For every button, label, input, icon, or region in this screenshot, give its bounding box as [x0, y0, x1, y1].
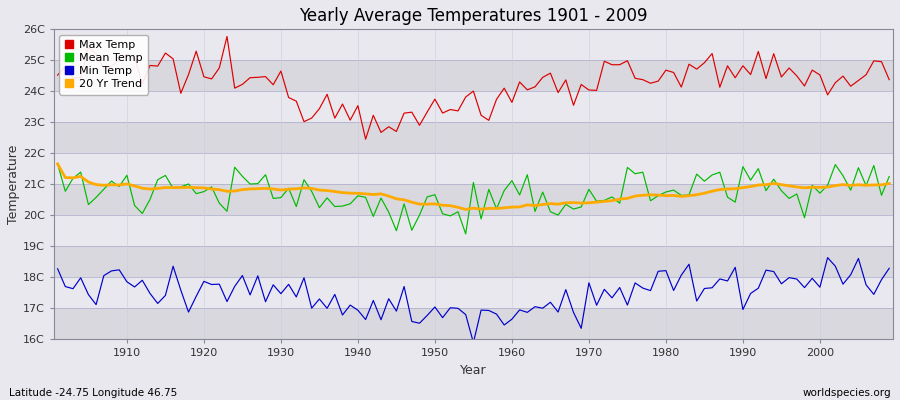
Bar: [54, 91, 893, 122]
Y-axis label: Temperature: Temperature: [7, 145, 20, 224]
Bar: [54, 308, 893, 340]
Bar: [54, 153, 893, 184]
Bar: [54, 60, 893, 91]
Text: Latitude -24.75 Longitude 46.75: Latitude -24.75 Longitude 46.75: [9, 388, 177, 398]
Bar: [54, 184, 893, 215]
Bar: [54, 246, 893, 278]
Bar: [54, 278, 893, 308]
Bar: [54, 122, 893, 153]
Text: worldspecies.org: worldspecies.org: [803, 388, 891, 398]
Title: Yearly Average Temperatures 1901 - 2009: Yearly Average Temperatures 1901 - 2009: [299, 7, 648, 25]
X-axis label: Year: Year: [460, 364, 487, 377]
Bar: [54, 215, 893, 246]
Legend: Max Temp, Mean Temp, Min Temp, 20 Yr Trend: Max Temp, Mean Temp, Min Temp, 20 Yr Tre…: [59, 35, 148, 95]
Bar: [54, 29, 893, 60]
